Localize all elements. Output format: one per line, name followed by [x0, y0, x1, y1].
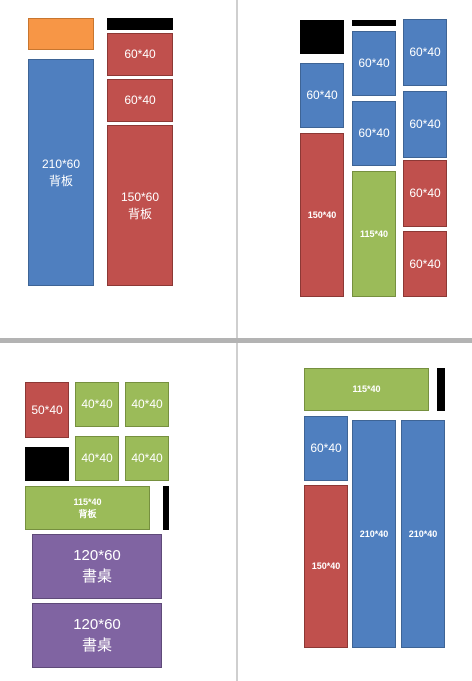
desk-120x60-a: 120*60 書桌 [32, 534, 162, 599]
green-40x40-b: 40*40 [125, 382, 169, 427]
blue-60x40: 60*40 [304, 416, 348, 481]
red-left-150x40: 150*40 [300, 133, 344, 297]
block-60x40-b: 60*40 [107, 79, 173, 122]
blue-left-60x40: 60*40 [300, 63, 344, 128]
horizontal-divider [0, 338, 472, 343]
block-size: 150*40 [311, 561, 341, 572]
block-size: 60*40 [306, 88, 338, 103]
block-size: 210*40 [359, 528, 389, 539]
block-size: 150*60 [120, 190, 160, 205]
blue-mid-60x40-b: 60*40 [352, 101, 396, 166]
block-size: 60*40 [409, 256, 441, 271]
block-size: 40*40 [131, 397, 163, 412]
green-top-115x40: 115*40 [304, 368, 429, 411]
block-size: 210*40 [408, 528, 438, 539]
black-strip [107, 18, 173, 30]
green-mid-115x40: 115*40 [352, 171, 396, 297]
red-50x40: 50*40 [25, 382, 69, 438]
block-label: 背板 [127, 206, 152, 221]
block-size: 60*40 [409, 117, 441, 132]
block-size: 120*60 [73, 547, 121, 565]
block-size: 60*40 [409, 186, 441, 201]
block-size: 60*40 [409, 45, 441, 60]
block-size: 115*40 [73, 496, 102, 507]
block-60x40-a: 60*40 [107, 33, 173, 76]
block-size: 40*40 [131, 451, 163, 466]
block-label: 書桌 [81, 636, 112, 654]
black-strip [163, 486, 169, 530]
red-right-60x40-a: 60*40 [403, 160, 447, 227]
block-size: 115*40 [352, 384, 381, 395]
blue-210x40-a: 210*40 [352, 420, 396, 648]
black-block [300, 20, 344, 54]
green-40x40-a: 40*40 [75, 382, 119, 427]
block-size: 40*40 [81, 451, 113, 466]
black-strip [352, 20, 396, 26]
green-40x40-c: 40*40 [75, 436, 119, 481]
green-back-115x40: 115*40 背板 [25, 486, 150, 530]
orange-block [28, 18, 94, 50]
black-strip [437, 368, 445, 411]
block-label: 背板 [48, 173, 73, 188]
desk-120x60-b: 120*60 書桌 [32, 603, 162, 668]
back-panel-150x60: 150*60 背板 [107, 125, 173, 286]
red-150x40: 150*40 [304, 485, 348, 648]
blue-right-60x40-a: 60*40 [403, 19, 447, 86]
blue-mid-60x40-a: 60*40 [352, 31, 396, 96]
block-size: 50*40 [31, 402, 63, 417]
block-size: 60*40 [358, 56, 390, 71]
block-size: 60*40 [124, 47, 156, 62]
blue-210x40-b: 210*40 [401, 420, 445, 648]
block-size: 60*40 [310, 441, 342, 456]
back-panel-210x60: 210*60 背板 [28, 59, 94, 286]
blue-right-60x40-b: 60*40 [403, 91, 447, 158]
block-size: 40*40 [81, 397, 113, 412]
block-size: 60*40 [358, 126, 390, 141]
block-label: 背板 [78, 509, 97, 519]
red-right-60x40-b: 60*40 [403, 231, 447, 297]
block-size: 150*40 [307, 209, 337, 220]
block-size: 120*60 [73, 616, 121, 634]
green-40x40-d: 40*40 [125, 436, 169, 481]
block-size: 115*40 [359, 228, 389, 239]
block-label: 書桌 [81, 567, 112, 585]
block-size: 60*40 [124, 93, 156, 108]
block-size: 210*60 [41, 157, 81, 172]
black-block [25, 447, 69, 481]
